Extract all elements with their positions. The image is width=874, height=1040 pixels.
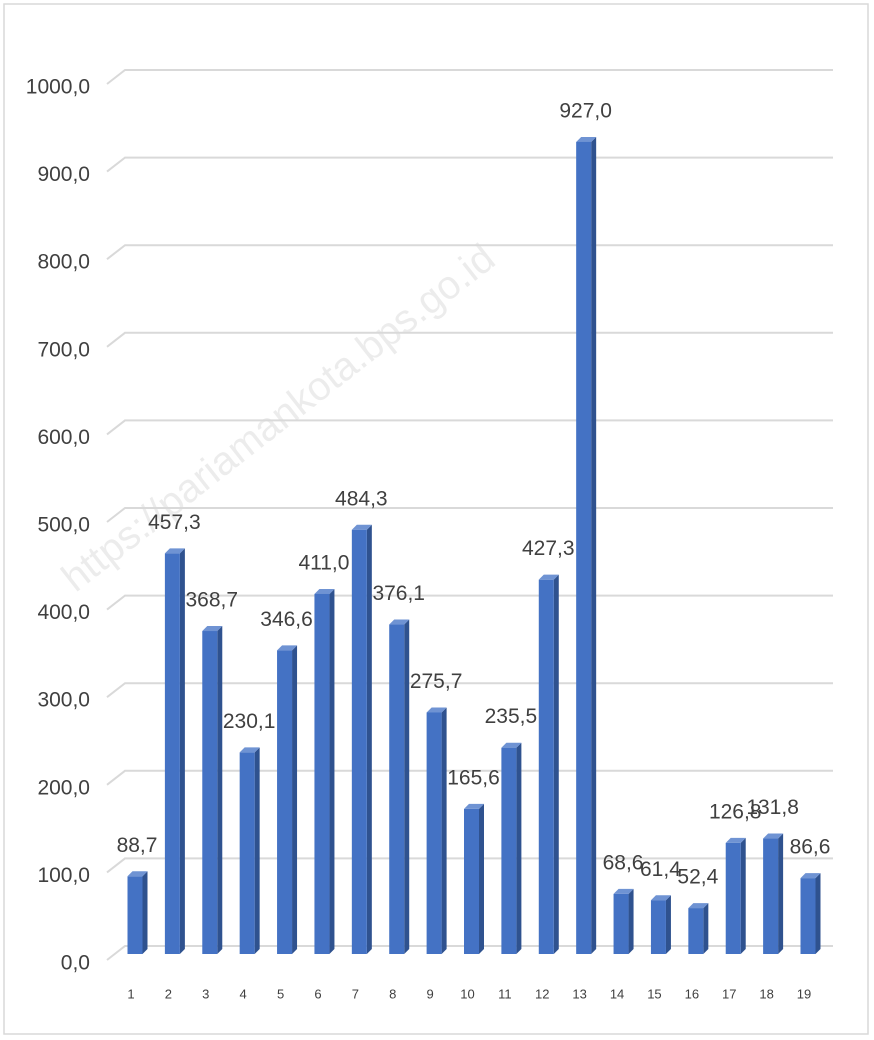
value-label: 230,1 [223, 710, 276, 733]
x-tick-label: 9 [426, 986, 433, 1001]
x-tick-label: 14 [610, 986, 624, 1001]
value-label: 368,7 [185, 589, 238, 612]
grid-line [106, 156, 833, 173]
value-label: 235,5 [485, 705, 538, 728]
bar [800, 873, 821, 954]
value-label: 68,6 [603, 851, 644, 874]
bar [501, 742, 522, 954]
bar [351, 524, 372, 954]
bar [650, 895, 671, 954]
x-tick-label: 13 [572, 986, 586, 1001]
y-tick-label: 800,0 [37, 251, 90, 274]
value-label: 61,4 [640, 858, 681, 881]
x-tick-label: 12 [535, 986, 549, 1001]
y-tick-label: 400,0 [37, 601, 90, 624]
y-tick-label: 900,0 [37, 163, 90, 186]
y-tick-label: 700,0 [37, 338, 90, 361]
x-tick-label: 2 [165, 986, 172, 1001]
value-label: 427,3 [522, 537, 575, 560]
value-label: 457,3 [148, 511, 201, 534]
bar [277, 645, 298, 954]
x-tick-label: 16 [685, 986, 699, 1001]
x-tick-label: 1 [127, 986, 134, 1001]
bar [613, 888, 634, 954]
value-label: 131,8 [746, 796, 799, 819]
value-label: 927,0 [559, 99, 612, 122]
y-tick-label: 1000,0 [26, 76, 90, 99]
x-tick-label: 11 [498, 986, 512, 1001]
y-tick-label: 600,0 [37, 426, 90, 449]
bar [576, 136, 597, 954]
grid-line [106, 857, 833, 874]
x-tick-label: 3 [202, 986, 209, 1001]
value-label: 52,4 [677, 866, 718, 889]
x-tick-label: 6 [314, 986, 321, 1001]
bar [164, 548, 185, 954]
bar [426, 707, 447, 954]
grid-line [106, 594, 833, 611]
bar [763, 833, 784, 954]
value-label: 275,7 [410, 670, 463, 693]
grid-line [106, 419, 833, 436]
value-label: 411,0 [298, 552, 349, 575]
bar [538, 574, 559, 954]
bar [688, 903, 709, 954]
value-label: 376,1 [372, 582, 425, 605]
value-label: 165,6 [447, 766, 500, 789]
bar [464, 803, 484, 954]
x-tick-label: 5 [277, 986, 284, 1001]
bar [127, 871, 148, 954]
x-tick-label: 18 [759, 986, 773, 1001]
grid-line [106, 69, 833, 85]
grid-line [106, 507, 833, 523]
grid-line [106, 331, 833, 348]
y-tick-label: 0,0 [61, 952, 90, 975]
value-label: 88,7 [117, 834, 158, 857]
bar [725, 837, 746, 954]
grid-line [106, 244, 833, 260]
bar [389, 619, 410, 954]
x-tick-label: 8 [389, 986, 396, 1001]
x-tick-label: 10 [460, 986, 474, 1001]
x-tick-label: 19 [797, 986, 811, 1001]
y-tick-label: 300,0 [37, 689, 90, 712]
x-tick-label: 15 [647, 986, 661, 1001]
value-label: 126,8 [709, 800, 762, 823]
value-label: 86,6 [790, 836, 831, 859]
x-tick-label: 7 [352, 986, 359, 1001]
value-label: 484,3 [335, 487, 388, 510]
y-tick-label: 200,0 [37, 776, 90, 799]
y-tick-label: 500,0 [37, 514, 90, 537]
grid-line [106, 945, 833, 961]
bar [202, 626, 223, 954]
bar [239, 747, 260, 954]
x-tick-label: 4 [240, 986, 247, 1001]
value-label: 346,6 [260, 608, 313, 631]
bar [314, 588, 335, 954]
grid-line [106, 769, 833, 786]
grid-line [106, 682, 833, 698]
y-tick-label: 100,0 [37, 864, 90, 887]
x-tick-label: 17 [722, 986, 736, 1001]
